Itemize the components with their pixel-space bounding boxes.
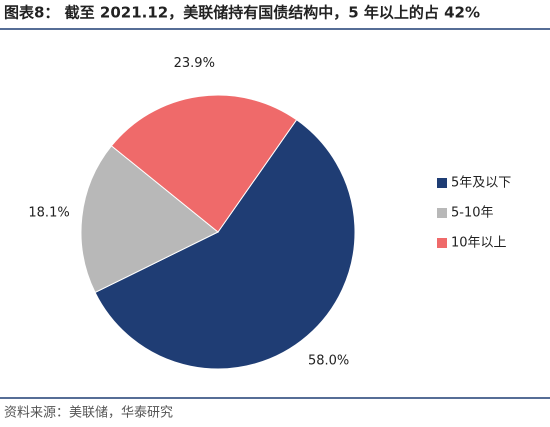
legend-label: 10年以上 [451, 236, 507, 251]
legend-label: 5-10年 [451, 206, 494, 221]
data-label: 18.1% [28, 206, 69, 221]
legend-swatch [437, 178, 447, 188]
data-label: 23.9% [174, 56, 215, 71]
pie-slice [110, 94, 298, 233]
chart-title: 图表8： 截至 2021.12，美联储持有国债结构中，5 年以上的占 42% [4, 4, 480, 22]
data-label: 58.0% [308, 354, 349, 369]
legend-swatch [437, 238, 447, 248]
pie-slice [80, 145, 219, 294]
legend-swatch [437, 208, 447, 218]
legend-label: 5年及以下 [451, 176, 511, 191]
source-note: 资料来源：美联储，华泰研究 [4, 406, 173, 421]
pie-slice [94, 119, 356, 370]
